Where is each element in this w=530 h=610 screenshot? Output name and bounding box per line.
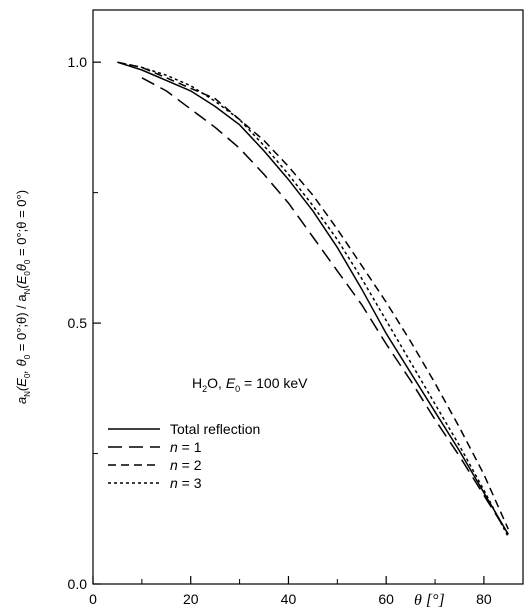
y-tick-label: 0.5 [68,315,88,331]
x-axis-label: θ [°] [414,592,445,609]
annotation: H2O, E0 = 100 keV [192,375,308,394]
series-group [117,61,509,538]
plot-frame [92,9,524,585]
legend: Total reflection n = 1 n = 2 n = 3 [108,421,260,491]
legend-label: n = 2 [170,457,202,473]
legend-label: n = 3 [170,475,202,491]
x-tick-label: 40 [281,591,297,607]
y-axis-label: aN(E0, θ0 = 0°;θ) / aN(E0θ0 = 0°;θ = 0°) [14,190,32,404]
y-tick-label: 1.0 [68,54,88,70]
x-tick-label: 0 [89,591,97,607]
x-tick-label: 80 [476,591,492,607]
legend-label: n = 1 [170,439,202,455]
tick-group: 0 20 40 60 80 0.0 0.5 1.0 [68,54,492,607]
x-tick-label: 60 [378,591,394,607]
x-tick-label: 20 [183,591,199,607]
series-line-1 [141,77,509,535]
series-line-0 [117,61,509,535]
series-line-2 [117,61,509,530]
series-line-3 [117,61,509,538]
y-tick-label: 0.0 [68,576,88,592]
legend-label: Total reflection [170,421,260,437]
